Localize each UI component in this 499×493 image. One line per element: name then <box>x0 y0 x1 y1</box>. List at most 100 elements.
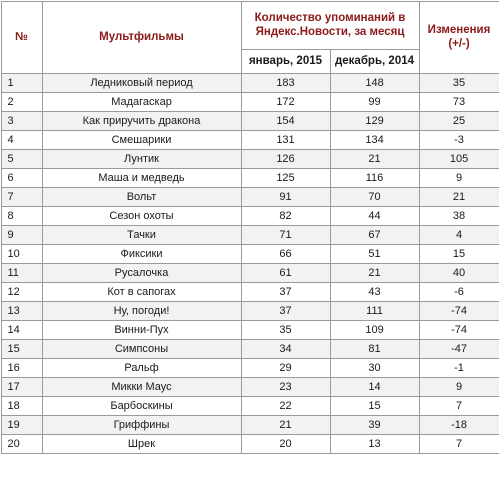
row-january-cell: 22 <box>240 395 331 416</box>
row-change-cell: -3 <box>418 129 499 150</box>
table-row: 15 Симпсоны 34 81 -47 <box>0 338 499 359</box>
header-change: Изменения (+/-) <box>418 0 499 74</box>
header-mentions-line1: Количество упоминаний в <box>254 12 406 24</box>
row-change-cell: 40 <box>418 262 499 283</box>
row-change-cell: 7 <box>418 433 499 454</box>
row-january-cell: 183 <box>240 72 331 93</box>
row-title-cell: Микки Маус <box>41 376 242 397</box>
row-december-cell: 67 <box>329 224 420 245</box>
row-change-cell: 4 <box>418 224 499 245</box>
row-change-cell: 35 <box>418 72 499 93</box>
row-number-cell: 2 <box>0 91 43 112</box>
row-number-cell: 1 <box>0 72 43 93</box>
row-december-cell: 134 <box>329 129 420 150</box>
row-december-cell: 111 <box>329 300 420 321</box>
table-row: 17 Микки Маус 23 14 9 <box>0 376 499 397</box>
row-title-cell: Мадагаскар <box>41 91 242 112</box>
row-january-cell: 29 <box>240 357 331 378</box>
row-change-cell: 73 <box>418 91 499 112</box>
row-december-cell: 43 <box>329 281 420 302</box>
row-january-cell: 37 <box>240 300 331 321</box>
row-january-cell: 35 <box>240 319 331 340</box>
row-change-cell: -1 <box>418 357 499 378</box>
table-row: 1 Ледниковый период 183 148 35 <box>0 72 499 93</box>
row-january-cell: 66 <box>240 243 331 264</box>
row-title-cell: Симпсоны <box>41 338 242 359</box>
row-december-cell: 44 <box>329 205 420 226</box>
row-change-cell: 105 <box>418 148 499 169</box>
table-row: 13 Ну, погоди! 37 111 -74 <box>0 300 499 321</box>
header-mentions-line2: Яндекс.Новости, за месяц <box>255 26 405 38</box>
table-row: 6 Маша и медведь 125 116 9 <box>0 167 499 188</box>
row-number-cell: 5 <box>0 148 43 169</box>
table-row: 19 Гриффины 21 39 -18 <box>0 414 499 435</box>
row-title-cell: Шрек <box>41 433 242 454</box>
row-number-cell: 19 <box>0 414 43 435</box>
row-number-cell: 8 <box>0 205 43 226</box>
row-january-cell: 82 <box>240 205 331 226</box>
row-title-cell: Винни-Пух <box>41 319 242 340</box>
table-row: 10 Фиксики 66 51 15 <box>0 243 499 264</box>
row-change-cell: -18 <box>418 414 499 435</box>
table-row: 9 Тачки 71 67 4 <box>0 224 499 245</box>
row-change-cell: -74 <box>418 319 499 340</box>
table-row: 20 Шрек 20 13 7 <box>0 433 499 454</box>
row-december-cell: 51 <box>329 243 420 264</box>
row-december-cell: 129 <box>329 110 420 131</box>
header-change-line1: Изменения <box>427 24 491 36</box>
row-title-cell: Кот в сапогах <box>41 281 242 302</box>
row-change-cell: -47 <box>418 338 499 359</box>
row-title-cell: Лунтик <box>41 148 242 169</box>
row-title-cell: Тачки <box>41 224 242 245</box>
table-row: 12 Кот в сапогах 37 43 -6 <box>0 281 499 302</box>
row-december-cell: 99 <box>329 91 420 112</box>
row-december-cell: 109 <box>329 319 420 340</box>
row-number-cell: 16 <box>0 357 43 378</box>
header-change-line2: (+/-) <box>448 38 470 50</box>
row-january-cell: 125 <box>240 167 331 188</box>
row-number-cell: 7 <box>0 186 43 207</box>
row-january-cell: 23 <box>240 376 331 397</box>
row-december-cell: 21 <box>329 148 420 169</box>
row-january-cell: 126 <box>240 148 331 169</box>
header-number: № <box>0 0 43 74</box>
row-december-cell: 15 <box>329 395 420 416</box>
row-title-cell: Фиксики <box>41 243 242 264</box>
row-number-cell: 17 <box>0 376 43 397</box>
table-row: 18 Барбоскины 22 15 7 <box>0 395 499 416</box>
row-december-cell: 81 <box>329 338 420 359</box>
row-change-cell: -74 <box>418 300 499 321</box>
table-row: 5 Лунтик 126 21 105 <box>0 148 499 169</box>
row-december-cell: 70 <box>329 186 420 207</box>
row-title-cell: Смешарики <box>41 129 242 150</box>
header-title: Мультфильмы <box>41 0 242 74</box>
row-january-cell: 131 <box>240 129 331 150</box>
header-mentions: Количество упоминаний в Яндекс.Новости, … <box>240 0 420 50</box>
row-number-cell: 4 <box>0 129 43 150</box>
row-title-cell: Ледниковый период <box>41 72 242 93</box>
row-number-cell: 9 <box>0 224 43 245</box>
row-december-cell: 21 <box>329 262 420 283</box>
row-change-cell: 15 <box>418 243 499 264</box>
table-row: 4 Смешарики 131 134 -3 <box>0 129 499 150</box>
row-change-cell: 38 <box>418 205 499 226</box>
row-title-cell: Ну, погоди! <box>41 300 242 321</box>
row-title-cell: Гриффины <box>41 414 242 435</box>
row-title-cell: Русалочка <box>41 262 242 283</box>
row-number-cell: 13 <box>0 300 43 321</box>
table-row: 2 Мадагаскар 172 99 73 <box>0 91 499 112</box>
row-december-cell: 30 <box>329 357 420 378</box>
row-january-cell: 71 <box>240 224 331 245</box>
row-change-cell: 9 <box>418 167 499 188</box>
row-january-cell: 34 <box>240 338 331 359</box>
row-january-cell: 172 <box>240 91 331 112</box>
table-row: 16 Ральф 29 30 -1 <box>0 357 499 378</box>
cartoon-mentions-table: № Мультфильмы Количество упоминаний в Ян… <box>0 0 499 454</box>
row-number-cell: 12 <box>0 281 43 302</box>
table-row: 7 Вольт 91 70 21 <box>0 186 499 207</box>
row-december-cell: 14 <box>329 376 420 397</box>
row-december-cell: 148 <box>329 72 420 93</box>
table-row: 3 Как приручить дракона 154 129 25 <box>0 110 499 131</box>
row-number-cell: 14 <box>0 319 43 340</box>
